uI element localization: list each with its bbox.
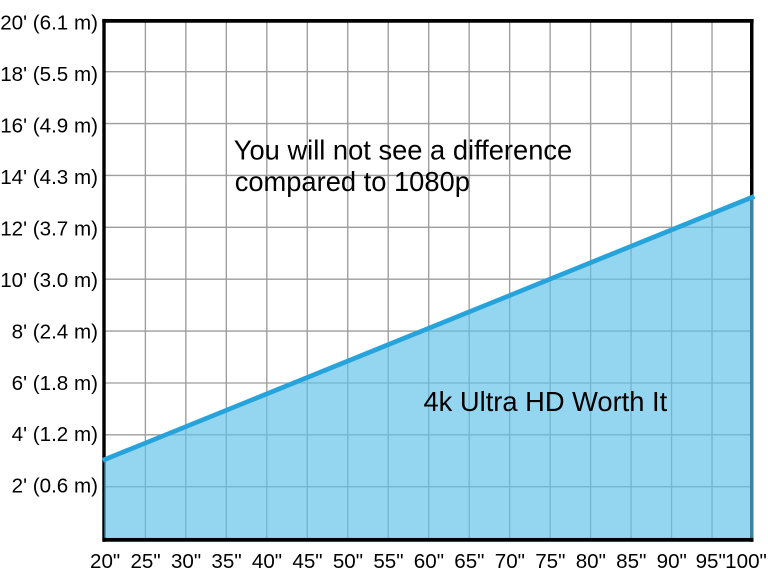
svg-text:60": 60" [414,550,444,573]
svg-text:16' (4.9 m): 16' (4.9 m) [0,115,98,138]
svg-text:50": 50" [333,550,363,573]
svg-text:35": 35" [211,550,241,573]
svg-text:6' (1.8 m): 6' (1.8 m) [12,372,98,395]
svg-text:18' (5.5 m): 18' (5.5 m) [0,63,98,86]
svg-text:20": 20" [90,550,120,573]
svg-text:55": 55" [373,550,403,573]
svg-text:2' (0.6 m): 2' (0.6 m) [12,475,98,498]
svg-text:10' (3.0 m): 10' (3.0 m) [0,269,98,292]
svg-text:80": 80" [576,550,606,573]
svg-text:4k Ultra HD Worth It: 4k Ultra HD Worth It [424,386,668,417]
svg-text:70": 70" [495,550,525,573]
svg-text:20' (6.1 m): 20' (6.1 m) [0,12,98,35]
svg-text:14' (4.3 m): 14' (4.3 m) [0,166,98,189]
svg-text:You will not see a difference: You will not see a difference [234,135,572,166]
svg-text:85": 85" [616,550,646,573]
svg-text:30": 30" [171,550,201,573]
svg-text:25": 25" [130,550,160,573]
svg-text:8' (2.4 m): 8' (2.4 m) [12,320,98,343]
svg-text:65": 65" [454,550,484,573]
svg-text:90": 90" [657,550,687,573]
svg-text:12' (3.7 m): 12' (3.7 m) [0,217,98,240]
svg-text:45": 45" [292,550,322,573]
svg-text:compared to 1080p: compared to 1080p [235,166,470,197]
svg-text:4' (1.2 m): 4' (1.2 m) [12,423,98,446]
svg-text:95": 95" [696,550,726,573]
svg-text:100": 100" [725,550,767,573]
svg-text:75": 75" [535,550,565,573]
svg-text:40": 40" [252,550,282,573]
